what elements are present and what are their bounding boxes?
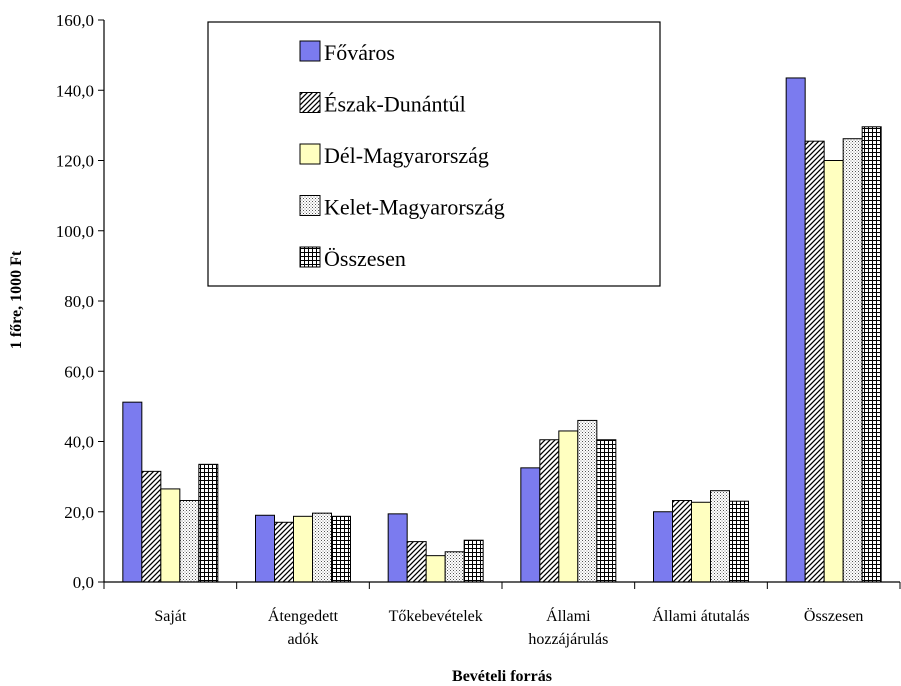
x-category-label: Tőkebevételek: [389, 608, 483, 625]
x-category-label: Saját: [154, 608, 187, 625]
y-tick-label: 40,0: [64, 433, 94, 452]
legend-swatch: [299, 143, 321, 165]
bar: [596, 439, 617, 583]
y-tick-label: 100,0: [56, 222, 94, 241]
bar: [406, 541, 427, 583]
legend-box: [207, 21, 661, 287]
bar: [785, 77, 806, 583]
bar: [255, 514, 275, 583]
bar: [312, 512, 332, 583]
bar: [804, 140, 825, 583]
bar: [710, 490, 730, 583]
y-tick-labels: 0,0 20,0 40,0 60,0 80,0 100,0 120,0 140,0 160,0: [56, 11, 94, 592]
legend-entry-label: Dél-Magyarország: [324, 143, 489, 168]
y-tick-label: 80,0: [64, 292, 94, 311]
y-tick-label: 160,0: [56, 11, 94, 30]
y-axis-title: 1 főre, 1000 Ft: [8, 250, 25, 349]
x-category-label: Átengedett adók: [268, 606, 339, 648]
bar: [444, 551, 465, 583]
y-tick-label: 60,0: [64, 362, 94, 381]
legend-entry-label: Kelet-Magyarország: [324, 195, 505, 220]
legend-entry-label: Összesen: [324, 246, 406, 271]
legend-swatch: [299, 246, 321, 268]
bar: [274, 521, 294, 583]
legend-entry-label: Észak-Dunántúl: [324, 92, 466, 117]
bar: [823, 160, 844, 583]
x-category-labels: Saját Átengedett adók Tőkebevételek Állami ho…: [154, 606, 863, 648]
bar: [331, 515, 351, 583]
bar: [653, 511, 673, 583]
x-category-label: Állami hozzájárulás: [528, 606, 608, 648]
bar: [577, 419, 598, 583]
bar: [141, 470, 162, 583]
legend-swatch: [299, 195, 321, 216]
x-category-label: Összesen: [804, 607, 864, 625]
y-tick-label: 140,0: [56, 81, 94, 100]
bar: [729, 500, 749, 583]
bar: [539, 439, 560, 583]
x-category-label: Állami átutalás: [652, 606, 749, 625]
legend: Főváros Észak-Dunántúl Dél-Magyarország Kel…: [207, 21, 661, 287]
legend-swatch: [299, 92, 321, 113]
x-axis-title: Bevételi forrás: [452, 668, 552, 685]
bar: [463, 539, 484, 583]
bar: [861, 126, 882, 583]
bar: [672, 500, 692, 583]
bar: [160, 488, 181, 583]
axes-layer: [98, 19, 901, 589]
y-tick-label: 120,0: [56, 152, 94, 171]
bar: [691, 501, 711, 583]
bar: [179, 500, 200, 583]
y-tick-label: 20,0: [64, 503, 94, 522]
legend-entry-label: Főváros: [324, 40, 395, 65]
bar: [520, 467, 541, 583]
y-tick-label: 0,0: [73, 573, 94, 592]
bar: [387, 513, 408, 583]
bars-layer: [122, 77, 882, 583]
bar: [558, 430, 579, 583]
bar: [425, 555, 446, 583]
bar: [122, 401, 143, 583]
bar: [842, 138, 863, 583]
bar: [198, 463, 219, 583]
legend-swatch: [299, 40, 321, 62]
bar: [293, 515, 313, 583]
